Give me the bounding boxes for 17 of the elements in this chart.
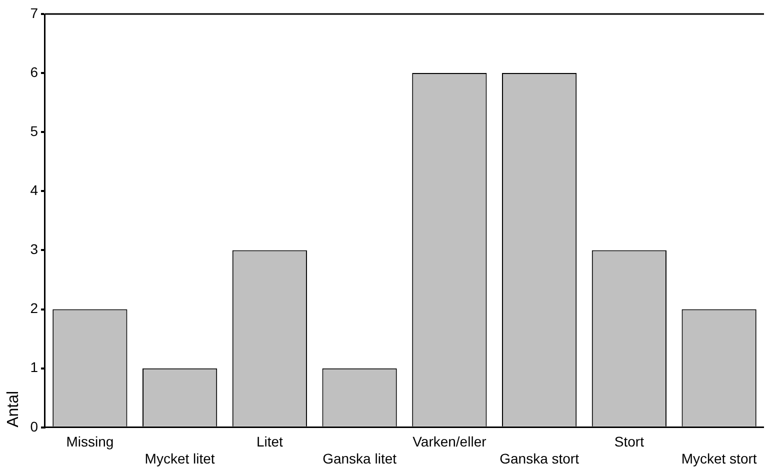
y-tick-label: 7 bbox=[30, 4, 38, 21]
y-tick-label: 1 bbox=[30, 359, 38, 376]
x-tick-label: Varken/eller bbox=[412, 434, 487, 450]
x-tick-label: Litet bbox=[256, 434, 284, 450]
x-tick-label: Mycket stort bbox=[681, 450, 757, 466]
y-tick-label: 3 bbox=[30, 241, 38, 258]
y-tick-label: 2 bbox=[30, 300, 38, 316]
y-tick-label: 5 bbox=[30, 122, 38, 139]
y-tick-label: 6 bbox=[30, 64, 38, 80]
x-tick-label: Missing bbox=[66, 434, 114, 450]
y-tick-label: 4 bbox=[30, 182, 38, 198]
x-tick-label: Stort bbox=[614, 434, 644, 450]
x-tick-label: Ganska stort bbox=[500, 450, 580, 466]
x-tick-label: Ganska litet bbox=[322, 450, 397, 466]
y-axis-title: Antal bbox=[5, 390, 22, 428]
y-tick-label: 0 bbox=[30, 418, 38, 434]
x-tick-label: Mycket litet bbox=[144, 450, 215, 466]
